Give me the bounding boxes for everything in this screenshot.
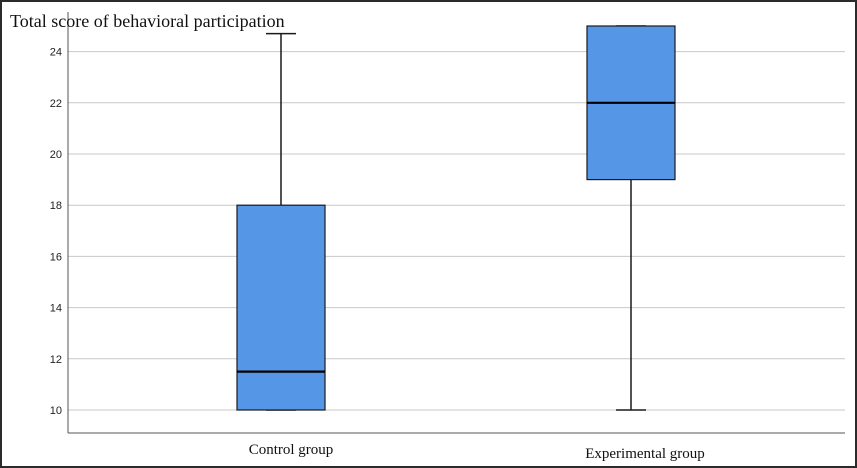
y-tick-label: 14 <box>50 303 62 315</box>
y-tick-label: 16 <box>50 251 62 263</box>
category-label: Experimental group <box>585 446 705 462</box>
box-group <box>586 25 676 411</box>
boxes <box>236 25 676 411</box>
chart-title: Total score of behavioral participation <box>10 11 285 31</box>
y-tick-labels: 10 12 14 16 18 20 22 24 <box>50 47 62 417</box>
y-tick-label: 22 <box>50 98 62 110</box>
box-group <box>236 32 326 411</box>
y-tick-label: 12 <box>50 354 62 366</box>
y-tick-label: 24 <box>50 47 62 59</box>
y-tick-label: 18 <box>50 200 62 212</box>
interquartile-box <box>236 204 326 411</box>
category-label: Control group <box>249 442 334 458</box>
gridlines <box>68 51 845 411</box>
y-tick-label: 20 <box>50 149 62 161</box>
y-tick-label: 10 <box>50 405 62 417</box>
category-labels: Control group Experimental group <box>249 442 705 462</box>
axes <box>67 12 845 434</box>
